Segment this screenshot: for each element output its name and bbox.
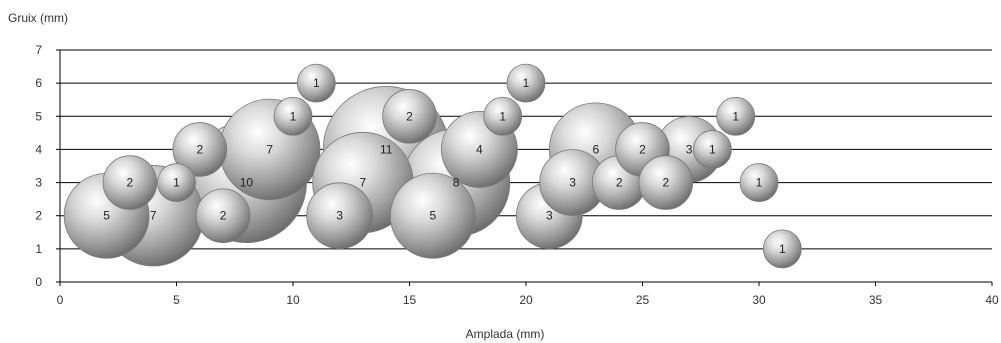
bubble [506, 63, 546, 103]
bubble [693, 130, 732, 169]
bubble [102, 155, 158, 210]
x-tick-label: 10 [286, 293, 300, 307]
bubble-label: 1 [313, 76, 320, 90]
bubble [716, 96, 756, 136]
bubble-label: 3 [686, 142, 693, 156]
bubble-label: 2 [662, 176, 669, 190]
bubble [762, 229, 802, 269]
bubble [483, 96, 523, 136]
bubble-label: 1 [523, 76, 530, 90]
bubble-label: 8 [453, 176, 460, 190]
bubble-label: 6 [593, 142, 600, 156]
bubble [382, 89, 437, 144]
bubble-label: 1 [173, 176, 180, 190]
y-axis-title: Gruix (mm) [8, 11, 68, 25]
bubble-label: 2 [639, 142, 646, 156]
x-tick-label: 20 [519, 293, 533, 307]
bubble [638, 155, 694, 210]
bubble-label: 1 [499, 109, 506, 123]
bubble-label: 3 [569, 176, 576, 190]
x-tick-label: 0 [57, 293, 64, 307]
bubble-label: 4 [476, 142, 483, 156]
bubble-label: 5 [429, 209, 436, 223]
y-tick-label: 0 [35, 275, 42, 289]
bubble-label: 1 [732, 109, 739, 123]
bubble [273, 96, 313, 136]
bubble-label: 7 [150, 209, 157, 223]
y-tick-label: 7 [35, 43, 42, 57]
bubble [739, 163, 779, 202]
x-tick-label: 35 [869, 293, 883, 307]
bubble-label: 2 [406, 109, 413, 123]
x-tick-label: 25 [636, 293, 650, 307]
bubble-label: 7 [266, 142, 273, 156]
bubble [296, 63, 336, 103]
bubble-label: 1 [290, 109, 297, 123]
bubble-label: 2 [127, 176, 134, 190]
bubble [195, 188, 251, 243]
bubble [157, 163, 196, 202]
bubble-label: 1 [709, 142, 716, 156]
bubble-label: 5 [103, 209, 110, 223]
x-tick-label: 15 [403, 293, 417, 307]
bubble [172, 122, 228, 177]
x-tick-label: 30 [752, 293, 766, 307]
bubble-label: 3 [336, 209, 343, 223]
y-tick-label: 1 [35, 242, 42, 256]
y-tick-label: 6 [35, 76, 42, 90]
bubble [389, 172, 476, 259]
bubble-label: 2 [196, 142, 203, 156]
bubble-label: 10 [240, 176, 254, 190]
y-tick-label: 5 [35, 109, 42, 123]
bubble-label: 2 [220, 209, 227, 223]
y-tick-label: 3 [35, 176, 42, 190]
bubble [306, 182, 373, 250]
bubble-label: 2 [616, 176, 623, 190]
bubble-label: 11 [380, 142, 393, 156]
bubble-label: 3 [546, 209, 553, 223]
bubble-label: 1 [756, 176, 763, 190]
bubble-label: 1 [779, 242, 786, 256]
bubbles [63, 63, 802, 269]
y-tick-label: 2 [35, 209, 42, 223]
y-tick-label: 4 [35, 142, 42, 156]
bubble-label: 7 [360, 176, 367, 190]
x-axis-title: Amplada (mm) [466, 327, 545, 341]
x-tick-label: 40 [985, 293, 999, 307]
x-tick-label: 5 [173, 293, 180, 307]
